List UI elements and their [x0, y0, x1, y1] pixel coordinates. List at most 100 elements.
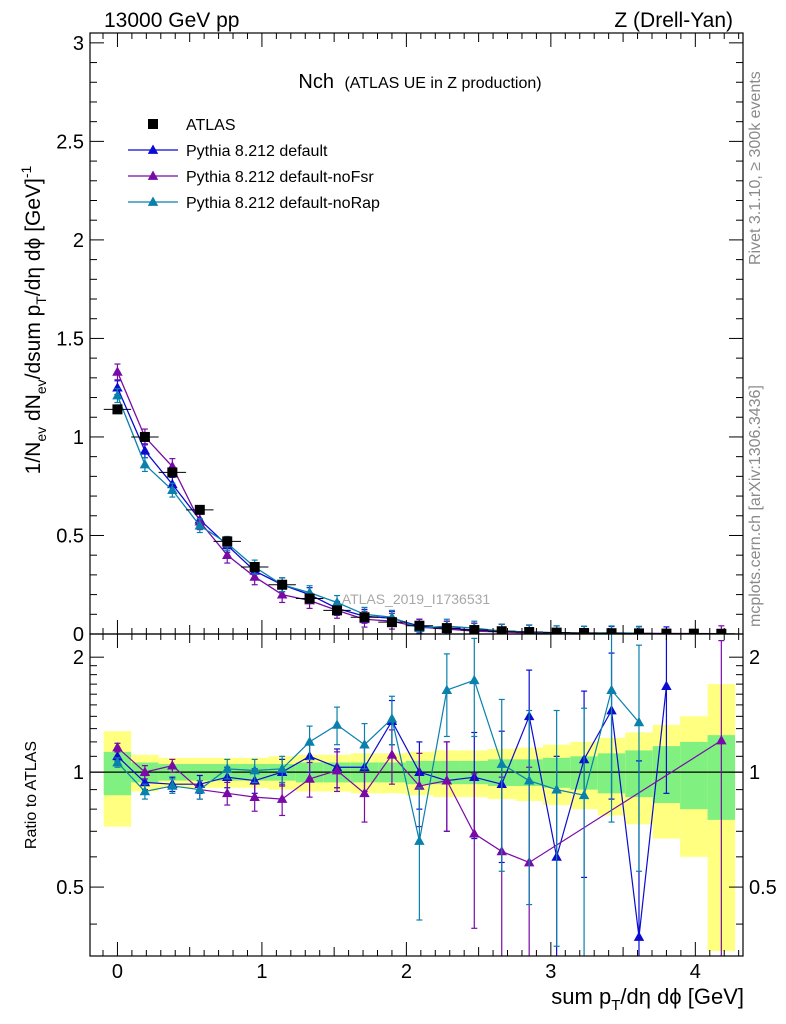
ratio-series-pythia-8-212-default [112, 634, 672, 956]
marker-atlas [633, 628, 644, 634]
ratio-marker-pythia-8-212-default-nofsr [331, 764, 343, 775]
marker-pythia-8-212-default-nofsr [222, 549, 233, 560]
ratio-marker-pythia-8-212-default-norap [167, 780, 178, 790]
ratio-axis-title: Ratio to ATLAS [23, 741, 40, 849]
marker-atlas [496, 626, 507, 634]
ratio-series-pythia-8-212-default-norap [112, 634, 645, 956]
y-tick-label: 1.5 [56, 328, 84, 350]
marker-pythia-8-212-default-nofsr [112, 366, 123, 376]
ratio-marker-pythia-8-212-default-nofsr [167, 760, 178, 770]
ratio-plot-area [90, 634, 743, 956]
legend-marker [147, 144, 159, 154]
ratio-marker-pythia-8-212-default-nofsr [469, 828, 480, 838]
legend-marker [147, 196, 159, 206]
ratio-marker-pythia-8-212-default-norap [359, 739, 370, 749]
x-axis-title: sum pT/dη dϕ [GeV] [551, 984, 744, 1014]
ratio-marker-pythia-8-212-default-norap [578, 789, 590, 800]
ratio-marker-pythia-8-212-default-norap [194, 784, 206, 794]
ratio-marker-pythia-8-212-default-norap [551, 784, 562, 794]
marker-atlas [579, 628, 590, 634]
main-panel: 0 0.5 1 1.5 2 2.5 3 [56, 32, 744, 646]
marker-pythia-8-212-default-norap [194, 520, 206, 530]
x-tick-label: 4 [690, 961, 701, 983]
ratio-marker-pythia-8-212-default-nofsr [386, 749, 398, 759]
ratio-marker-pythia-8-212-default-nofsr [276, 793, 288, 803]
ratio-y-tick-label: 1 [73, 762, 84, 784]
header-collision: 13000 GeV pp [104, 9, 239, 32]
ratio-marker-pythia-8-212-default-norap [304, 736, 315, 746]
ratio-marker-pythia-8-212-default-norap [633, 716, 645, 727]
marker-atlas [469, 625, 480, 634]
ratio-frame [89, 633, 744, 957]
marker-pythia-8-212-default-norap [167, 484, 178, 495]
ratio-marker-pythia-8-212-default-norap [386, 713, 398, 723]
plot-title-main: Nch [298, 71, 334, 93]
ratio-marker-pythia-8-212-default-nofsr [716, 735, 727, 745]
y-tick-label: 3 [73, 33, 84, 55]
x-tick-label: 3 [545, 961, 556, 983]
ratio-marker-pythia-8-212-default-norap [249, 764, 260, 775]
ratio-marker-pythia-8-212-default-norap [469, 674, 480, 685]
marker-atlas [606, 628, 617, 634]
y-tick-label: 1 [73, 427, 84, 449]
ratio-marker-pythia-8-212-default [633, 931, 645, 941]
ratio-y-tick-label-right: 2 [749, 647, 760, 669]
ratio-marker-pythia-8-212-default-nofsr [441, 775, 453, 785]
marker-pythia-8-212-default-norap [331, 596, 343, 607]
x-tick-label: 1 [256, 961, 267, 983]
ratio-marker-pythia-8-212-default-norap [441, 684, 453, 694]
ratio-marker-pythia-8-212-default-norap [276, 763, 288, 773]
mcplots-source-label: mcplots.cern.ch [arXiv:1306.3436] [747, 385, 764, 627]
ratio-panel: 0.5 0.5 1 1 2 2 0 1 2 3 4 [56, 633, 777, 983]
rivet-version-label: Rivet 3.1.10, ≥ 300k events [747, 71, 764, 265]
y-tick-label: 2 [73, 230, 84, 252]
ratio-marker-pythia-8-212-default-nofsr [304, 773, 315, 783]
series-atlas [103, 404, 736, 634]
ratio-y-tick-label-right: 0.5 [749, 877, 777, 899]
ratio-y-tick-label-right: 1 [749, 762, 760, 784]
marker-pythia-8-212-default-norap [112, 390, 123, 400]
ratio-marker-pythia-8-212-default-nofsr [249, 791, 260, 801]
ratio-marker-pythia-8-212-default-norap [606, 684, 617, 694]
uncertainty-bands [103, 684, 736, 952]
analysis-watermark: ATLAS_2019_I1736531 [342, 591, 491, 607]
legend-label: Pythia 8.212 default-noFsr [186, 169, 374, 186]
legend-entry-pythia-8-212-default: Pythia 8.212 default [128, 143, 328, 160]
y-tick-label: 2.5 [56, 131, 84, 153]
header-process: Z (Drell-Yan) [614, 9, 733, 32]
ratio-y-tick-label: 2 [73, 647, 84, 669]
ratio-line-pythia-8-212-default-norap [117, 679, 640, 842]
marker-pythia-8-212-default-nofsr [276, 589, 288, 599]
marker-pythia-8-212-default [139, 445, 151, 455]
legend-label: Pythia 8.212 default-noRap [186, 195, 380, 212]
x-tick-label: 2 [401, 961, 412, 983]
marker-atlas [716, 628, 727, 634]
ratio-marker-pythia-8-212-default-norap [414, 835, 425, 845]
main-plot-area [103, 363, 736, 634]
svg-text:1/Nev dNev/dsum pT/dη dϕ [GeV: 1/Nev dNev/dsum pT/dη dϕ [GeV]-1 [18, 165, 49, 474]
ratio-marker-pythia-8-212-default-nofsr [112, 742, 123, 752]
ratio-marker-pythia-8-212-default-nofsr [359, 787, 370, 798]
ratio-marker-pythia-8-212-default [661, 680, 672, 690]
plot-title-sub: (ATLAS UE in Z production) [344, 75, 541, 92]
marker-pythia-8-212-default-nofsr [249, 571, 260, 581]
x-tick-label: 0 [112, 961, 123, 983]
ratio-marker-pythia-8-212-default-nofsr [139, 766, 151, 776]
marker-pythia-8-212-default-norap [139, 459, 151, 469]
ratio-marker-pythia-8-212-default-norap [139, 785, 151, 796]
y-tick-label: 0.5 [56, 525, 84, 547]
ratio-marker-pythia-8-212-default-norap [523, 775, 535, 785]
ratio-marker-pythia-8-212-default-nofsr [222, 787, 233, 798]
plot-title: Nch (ATLAS UE in Z production) [298, 71, 541, 93]
marker-atlas [551, 627, 562, 634]
ratio-series-pythia-8-212-default-nofsr [112, 640, 727, 956]
y-tick-label: 0 [73, 624, 84, 646]
legend-marker-atlas [148, 119, 158, 129]
ratio-marker-pythia-8-212-default-norap [112, 756, 123, 767]
legend-marker [147, 170, 159, 180]
y-axis-title: 1/Nev dNev/dsum pT/dη dϕ [GeV]-1 [18, 165, 49, 474]
ratio-marker-pythia-8-212-default-norap [331, 719, 343, 729]
marker-atlas [688, 628, 699, 634]
legend-entry-pythia-8-212-default-nofsr: Pythia 8.212 default-noFsr [128, 169, 374, 186]
